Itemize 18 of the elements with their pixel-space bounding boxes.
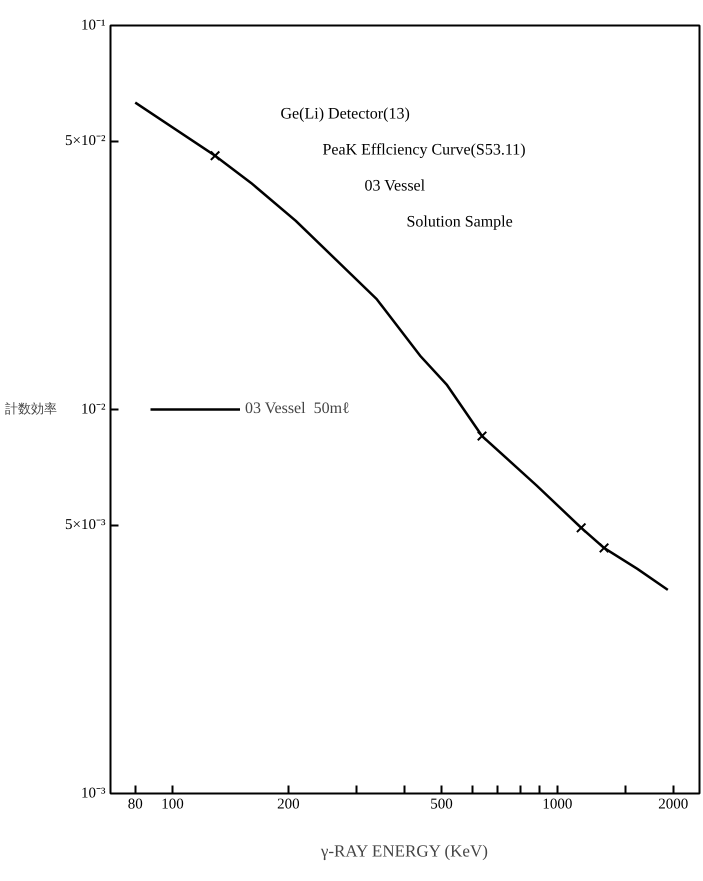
text: 03 Vessel 50mℓ	[245, 400, 350, 418]
annotation: Ge(Li) Detector(13)	[280, 106, 410, 122]
x-tick-label: 100	[161, 796, 184, 812]
y-tick-label: 5×10⁻³	[65, 517, 106, 534]
y-tick-label: 10⁻¹	[81, 18, 106, 34]
x-tick-label: 80	[128, 796, 143, 812]
y-tick-label: 10⁻²	[81, 402, 106, 418]
x-tick-label: 200	[277, 796, 300, 812]
annotation: PeaK Efflciency Curve(S53.11)	[322, 142, 526, 158]
y-tick-label: 5×10⁻²	[65, 133, 106, 150]
annotation: 03 Vessel	[364, 178, 426, 194]
x-tick-label: 2000	[658, 796, 688, 812]
x-tick-label: 1000	[542, 796, 572, 812]
y-axis-title: 計数効率	[5, 401, 58, 417]
x-tick-label: 500	[430, 796, 453, 812]
annotation: Solution Sample	[406, 214, 513, 230]
y-tick-label: 10⁻³	[81, 786, 106, 802]
x-axis-title: γ-RAY ENERGY (KeV)	[320, 842, 488, 860]
